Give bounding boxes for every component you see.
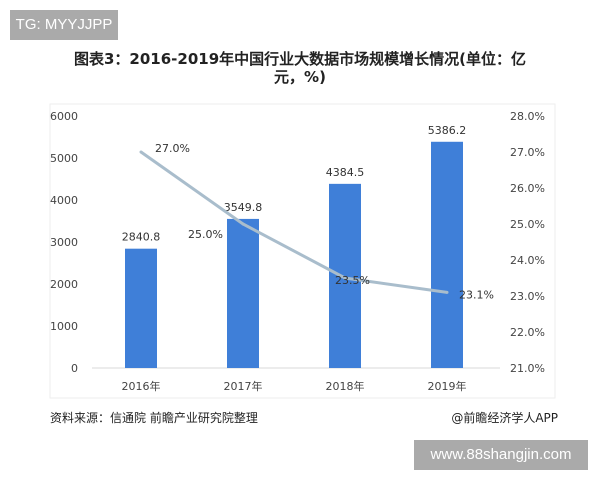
y-right-tick-label: 21.0% <box>510 362 545 375</box>
x-tick-label: 2019年 <box>428 379 467 393</box>
line-value-label: 25.0% <box>188 228 223 241</box>
y-left-tick-label: 4000 <box>50 194 78 207</box>
y-right-tick-label: 28.0% <box>510 110 545 123</box>
chart-title: 图表3：2016-2019年中国行业大数据市场规模增长情况(单位：亿元，%) <box>73 50 527 86</box>
bar-value-label: 3549.8 <box>224 201 263 214</box>
y-right-tick-label: 23.0% <box>510 290 545 303</box>
y-left-tick-label: 0 <box>71 362 78 375</box>
y-right-tick-label: 24.0% <box>510 254 545 267</box>
bar-value-label: 2840.8 <box>122 231 161 244</box>
line-point <box>445 290 449 294</box>
y-left-tick-label: 6000 <box>50 110 78 123</box>
line-point <box>343 276 347 280</box>
line-value-label: 23.1% <box>459 288 494 301</box>
y-left-tick-label: 3000 <box>50 236 78 249</box>
growth-line <box>140 150 448 294</box>
line-value-label: 23.5% <box>335 274 370 287</box>
bar-value-label: 5386.2 <box>428 124 467 137</box>
bar <box>329 183 361 368</box>
y-right-tick-label: 27.0% <box>510 146 545 159</box>
credit: @前瞻经济学人APP <box>451 411 558 425</box>
watermark-bottom: www.88shangjin.com <box>414 440 588 470</box>
x-tick-label: 2016年 <box>122 379 161 393</box>
watermark-top: TG: MYYJJPP <box>10 10 118 40</box>
plot-frame <box>49 103 556 399</box>
y-right-tick-label: 26.0% <box>510 182 545 195</box>
bar <box>431 141 463 368</box>
bar <box>125 248 157 368</box>
bar <box>227 218 259 368</box>
y-left-tick-label: 2000 <box>50 278 78 291</box>
y-left-tick-label: 5000 <box>50 152 78 165</box>
x-tick-label: 2018年 <box>326 379 365 393</box>
line-point <box>139 150 143 154</box>
y-right-tick-label: 25.0% <box>510 218 545 231</box>
x-tick-label: 2017年 <box>224 379 263 393</box>
bar-value-label: 4384.5 <box>326 166 365 179</box>
line-point <box>241 222 245 226</box>
line-value-label: 27.0% <box>155 142 190 155</box>
y-right-tick-label: 22.0% <box>510 326 545 339</box>
source-note: 资料来源：信通院 前瞻产业研究院整理 <box>50 411 258 425</box>
y-left-tick-label: 1000 <box>50 320 78 333</box>
